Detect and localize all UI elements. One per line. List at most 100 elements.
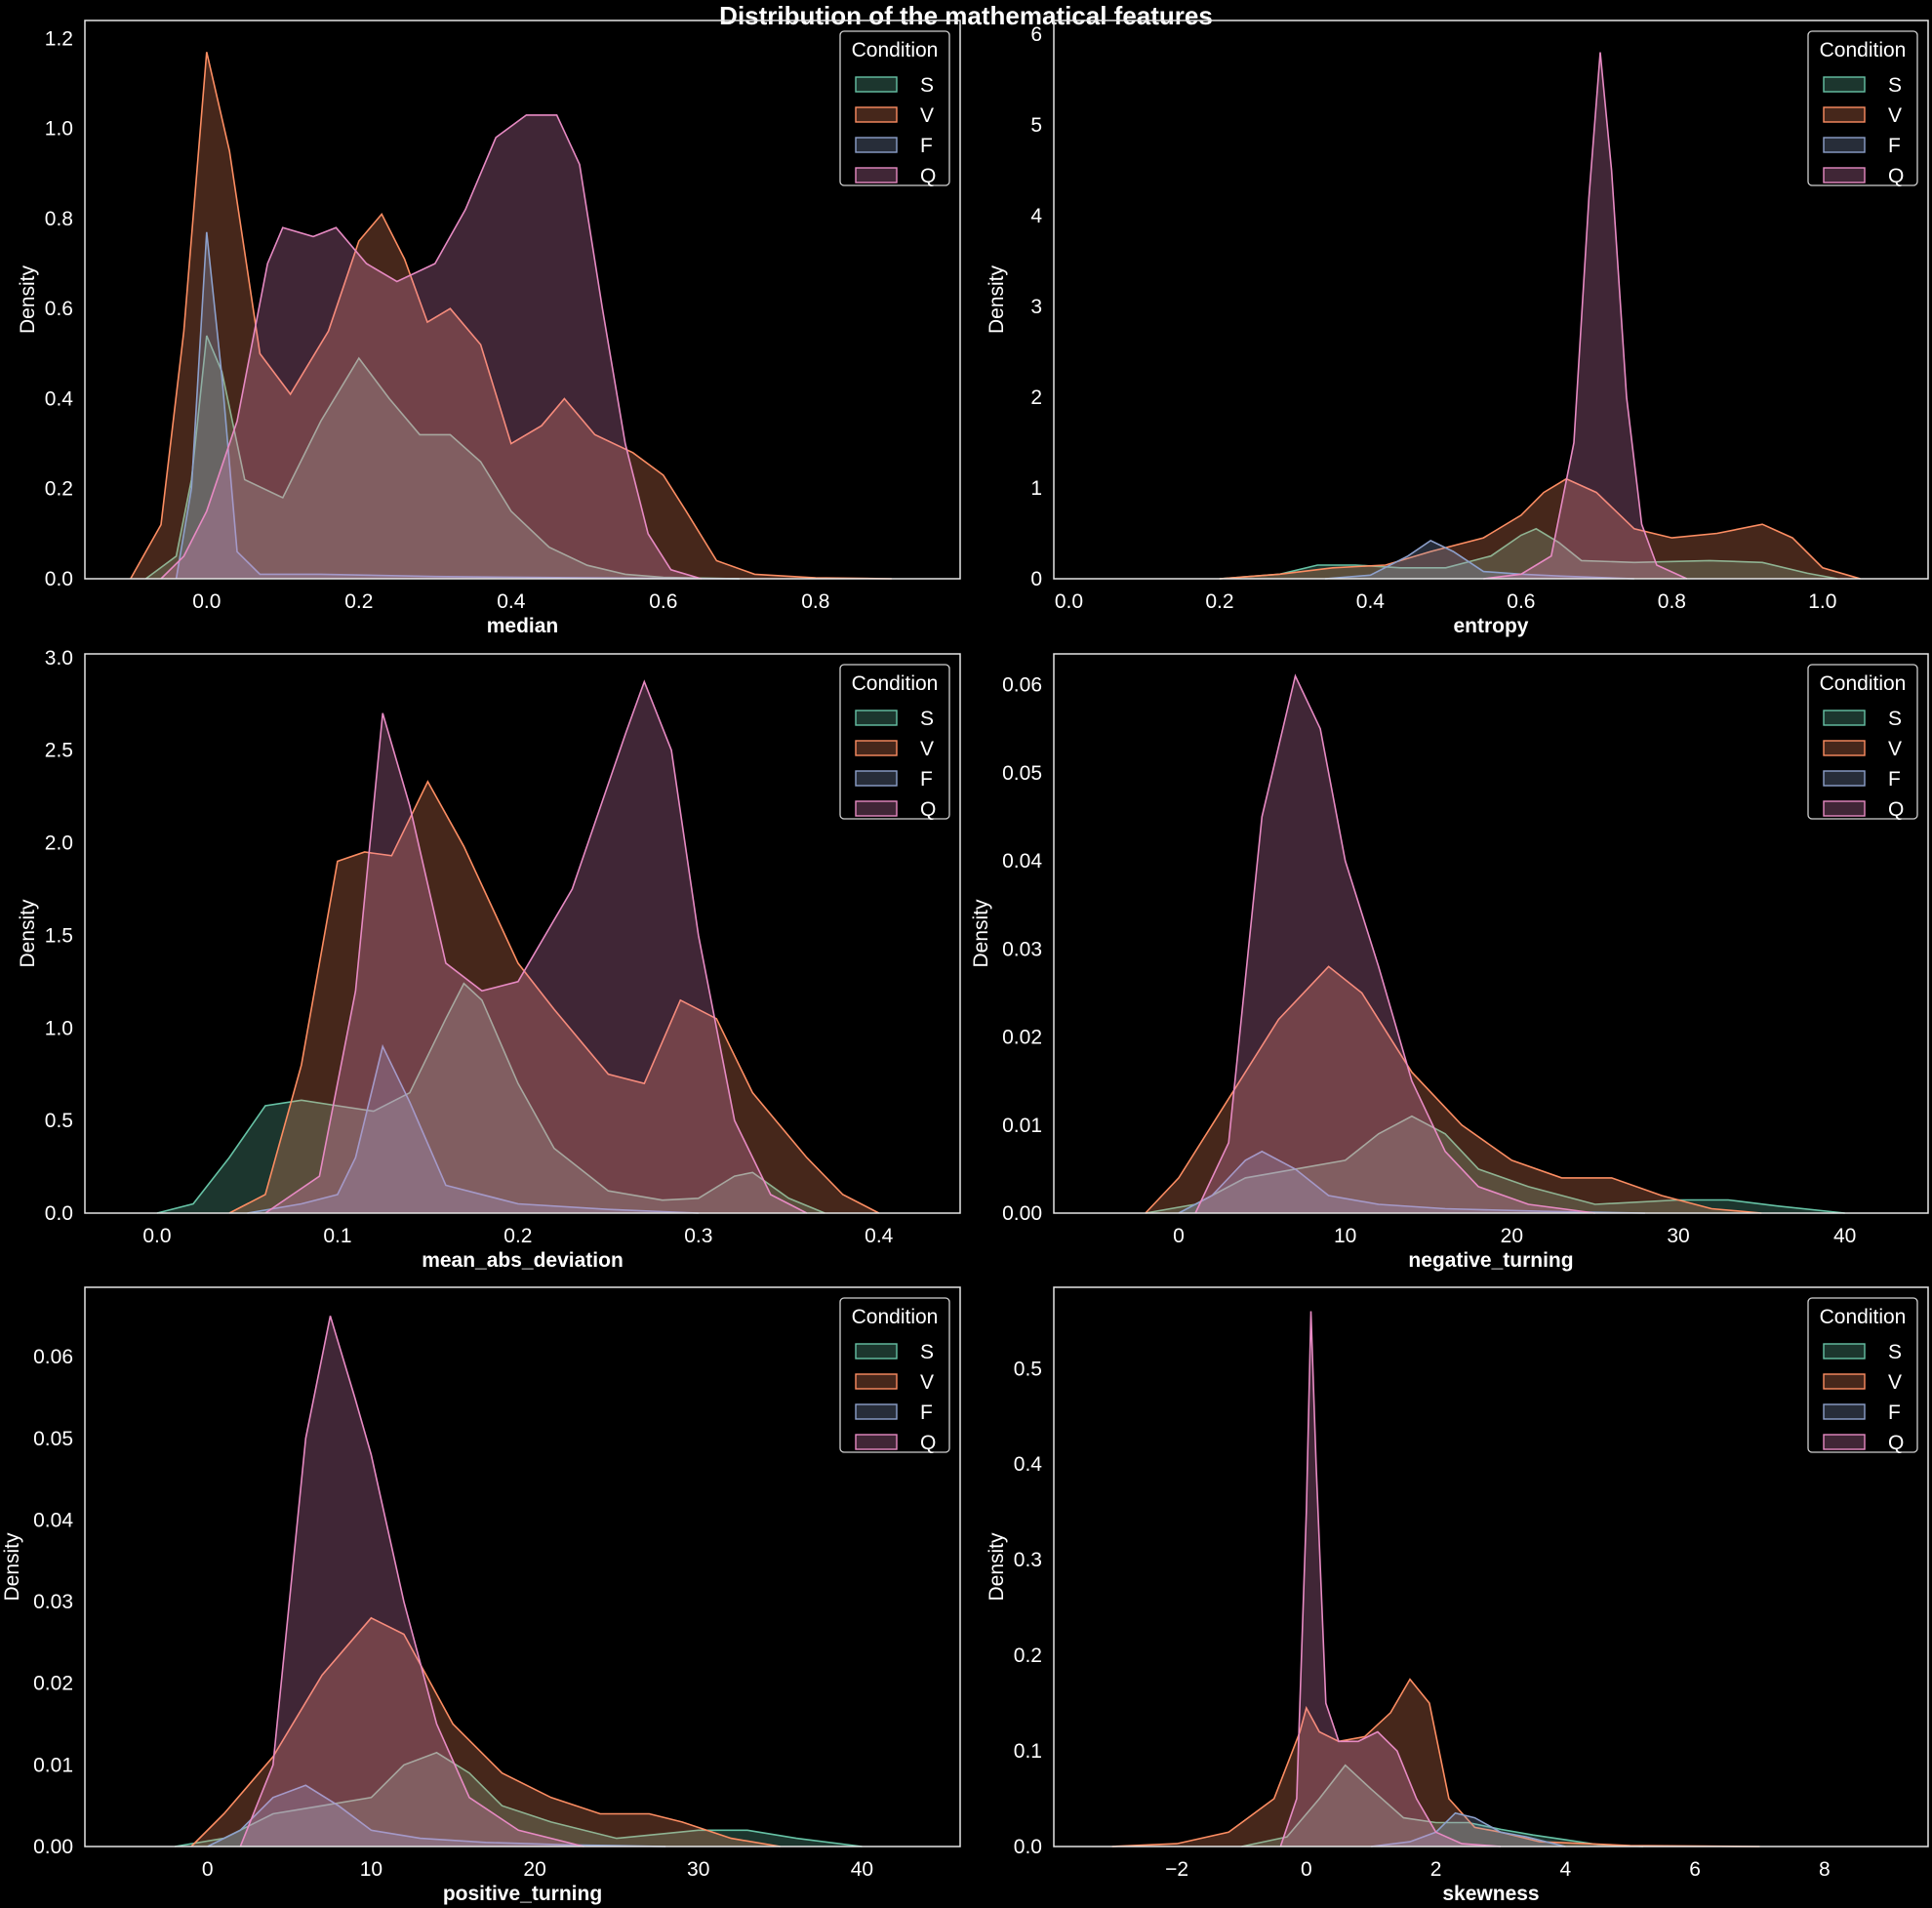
density-line-V bbox=[1145, 965, 1762, 1214]
legend-box bbox=[839, 30, 950, 186]
x-tick-label: −2 bbox=[1165, 1858, 1188, 1881]
x-tick-label: 0.8 bbox=[1658, 590, 1686, 613]
legend-swatch-V bbox=[1823, 106, 1866, 123]
legend-swatch-S bbox=[1823, 710, 1866, 726]
y-tick-label: 0.0 bbox=[45, 1202, 73, 1225]
x-tick-label: 0.6 bbox=[649, 590, 677, 613]
legend-label-Q: Q bbox=[1888, 1432, 1904, 1454]
legend-swatch-F bbox=[1823, 770, 1866, 787]
density-area-F bbox=[1179, 1151, 1645, 1213]
x-tick-label: 0.4 bbox=[865, 1225, 894, 1247]
legend-box bbox=[1807, 664, 1918, 820]
y-tick-label: 0 bbox=[1030, 568, 1042, 590]
legend-label-Q: Q bbox=[1888, 165, 1904, 187]
y-tick-label: 2 bbox=[1030, 386, 1042, 409]
legend-label-V: V bbox=[920, 738, 934, 760]
y-tick-label: 0.1 bbox=[1014, 1740, 1042, 1763]
axes-frame bbox=[84, 20, 961, 580]
density-line-F bbox=[247, 1043, 699, 1214]
legend-swatch-Q bbox=[855, 1434, 898, 1450]
subplot-skewness: −2 0 2 4 6 8 0.0 0.1 0.2 0.3 0.4 0.5 skewness Density… bbox=[986, 1286, 1929, 1905]
y-tick-label: 0.06 bbox=[1002, 674, 1042, 697]
legend-label-S: S bbox=[1888, 1341, 1902, 1363]
y-tick-label: 1 bbox=[1030, 477, 1042, 500]
y-tick-label: 0.5 bbox=[45, 1110, 73, 1132]
y-axis-label: Density bbox=[17, 264, 39, 334]
legend-swatch-S bbox=[1823, 1343, 1866, 1360]
density-area-F bbox=[1325, 540, 1634, 579]
density-area-Q bbox=[161, 114, 702, 580]
legend-label-V: V bbox=[920, 1371, 934, 1394]
legend-box bbox=[1807, 30, 1918, 186]
y-tick-label: 0.4 bbox=[45, 387, 74, 410]
x-tick-label: 0.0 bbox=[1055, 590, 1083, 613]
density-line-S bbox=[1219, 527, 1838, 580]
legend-label-F: F bbox=[1888, 135, 1901, 157]
legend-swatch-S bbox=[855, 1343, 898, 1360]
x-tick-label: 0.0 bbox=[192, 590, 221, 613]
y-tick-label: 0.8 bbox=[45, 208, 73, 230]
x-tick-label: 4 bbox=[1559, 1858, 1571, 1881]
subplot-negative-turning: 0 10 20 30 40 0.00 0.01 0.02 0.03 0.04 0.05 0.06 neg… bbox=[970, 653, 1929, 1272]
y-tick-label: 0.01 bbox=[33, 1754, 73, 1776]
density-area-V bbox=[1111, 1679, 1760, 1847]
legend-swatch-V bbox=[855, 1373, 898, 1390]
x-axis-label: median bbox=[487, 615, 559, 637]
subplot-median: 0.0 0.2 0.4 0.6 0.8 0.0 0.2 0.4 0.6 0.8 1.0 1.2 medi… bbox=[17, 20, 961, 637]
x-axis-label: skewness bbox=[1442, 1883, 1539, 1905]
density-area-S bbox=[175, 1752, 863, 1847]
x-tick-label: 0 bbox=[202, 1858, 214, 1881]
legend-swatch-F bbox=[1823, 1403, 1866, 1420]
y-tick-label: 0.2 bbox=[45, 478, 73, 501]
legend-box bbox=[839, 664, 950, 820]
y-tick-label: 2.5 bbox=[45, 740, 73, 762]
legend-swatch-Q bbox=[1823, 800, 1866, 817]
y-tick-label: 0.02 bbox=[33, 1673, 73, 1695]
y-tick-label: 4 bbox=[1030, 205, 1042, 227]
legend-swatch-Q bbox=[855, 167, 898, 183]
density-line-F bbox=[1325, 539, 1634, 580]
x-tick-label: 0.0 bbox=[142, 1225, 171, 1247]
y-tick-label: 3.0 bbox=[45, 647, 73, 670]
legend-label-Q: Q bbox=[1888, 798, 1904, 821]
y-tick-label: 0.00 bbox=[1002, 1202, 1042, 1225]
density-line-S bbox=[1145, 1115, 1845, 1214]
density-line-Q bbox=[264, 679, 808, 1214]
density-area-V bbox=[191, 1617, 781, 1847]
legend-label-F: F bbox=[1888, 1401, 1901, 1424]
axes-frame bbox=[1053, 1286, 1929, 1847]
subplot-positive-turning: 0 10 20 30 40 0.00 0.01 0.02 0.03 0.04 0.05 0.06 pos… bbox=[1, 1286, 961, 1905]
x-axis-label: positive_turning bbox=[443, 1883, 602, 1905]
y-tick-label: 0.06 bbox=[33, 1346, 73, 1368]
legend-label-S: S bbox=[920, 708, 934, 730]
legend-swatch-S bbox=[855, 76, 898, 93]
y-tick-label: 0.05 bbox=[33, 1428, 73, 1450]
density-area-Q bbox=[1483, 52, 1687, 580]
y-tick-label: 1.0 bbox=[45, 118, 73, 141]
legend-swatch-S bbox=[1823, 76, 1866, 93]
figure-title: Distribution of the mathematical feature… bbox=[719, 1, 1213, 30]
y-tick-label: 0.2 bbox=[1014, 1644, 1042, 1667]
legend-label-S: S bbox=[1888, 708, 1902, 730]
axes-frame bbox=[1053, 20, 1929, 580]
x-tick-label: 0.2 bbox=[344, 590, 373, 613]
density-line-V bbox=[130, 52, 892, 580]
y-tick-label: 6 bbox=[1030, 23, 1042, 46]
legend-label-F: F bbox=[920, 135, 933, 157]
y-tick-label: 5 bbox=[1030, 114, 1042, 137]
legend-title: Condition bbox=[1820, 39, 1907, 61]
density-line-Q bbox=[1194, 673, 1595, 1214]
x-tick-label: 10 bbox=[360, 1858, 382, 1881]
y-axis-label: Density bbox=[986, 264, 1008, 334]
density-line-F bbox=[1178, 1150, 1645, 1214]
density-line-S bbox=[1241, 1764, 1644, 1847]
x-tick-label: 0.6 bbox=[1507, 590, 1535, 613]
y-axis-label: Density bbox=[986, 1532, 1008, 1602]
density-line-F bbox=[207, 1784, 666, 1847]
density-area-F bbox=[207, 1785, 666, 1847]
axes-frame bbox=[84, 653, 961, 1214]
